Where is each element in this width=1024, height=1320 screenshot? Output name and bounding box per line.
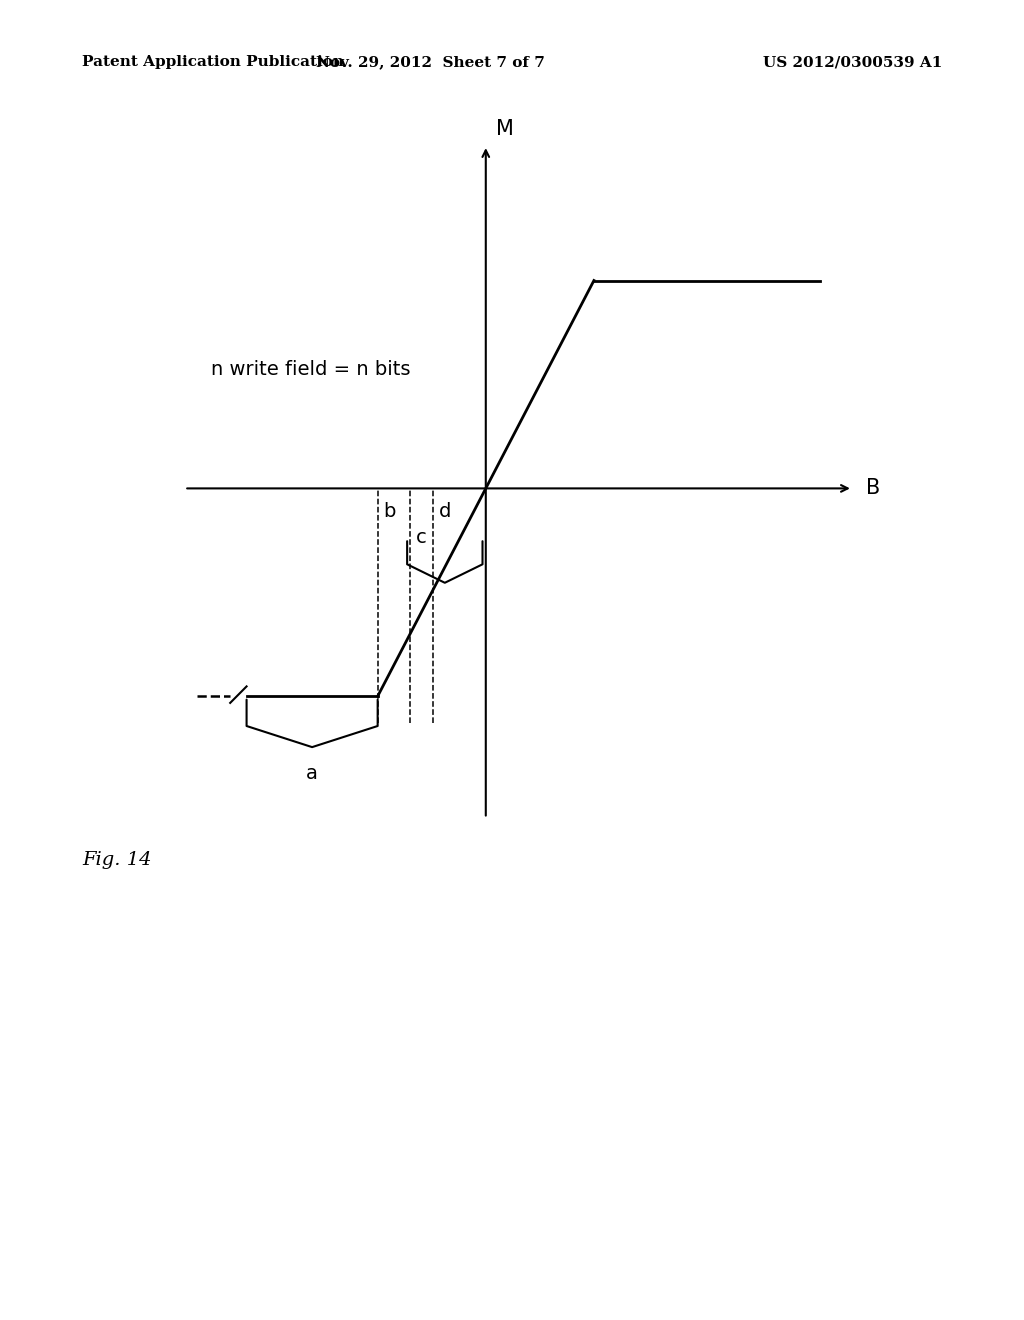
Text: US 2012/0300539 A1: US 2012/0300539 A1 [763, 55, 942, 70]
Text: n write field = n bits: n write field = n bits [211, 360, 410, 379]
Text: Fig. 14: Fig. 14 [82, 851, 152, 870]
Text: b: b [383, 502, 395, 520]
Text: d: d [438, 502, 451, 520]
Text: Patent Application Publication: Patent Application Publication [82, 55, 344, 70]
Text: Nov. 29, 2012  Sheet 7 of 7: Nov. 29, 2012 Sheet 7 of 7 [315, 55, 545, 70]
Text: c: c [416, 528, 426, 546]
Text: a: a [306, 763, 318, 783]
Text: M: M [496, 119, 513, 139]
Text: B: B [866, 478, 881, 499]
